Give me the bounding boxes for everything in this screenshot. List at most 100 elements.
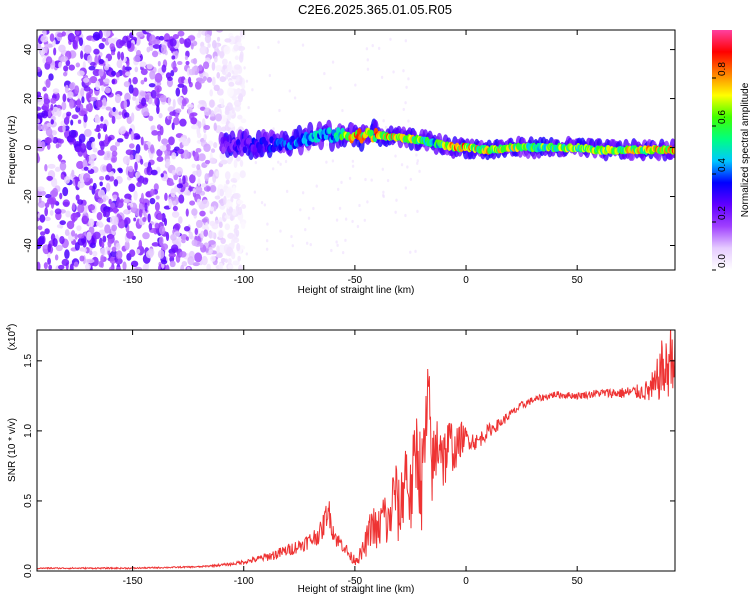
- noise-blob: [199, 106, 206, 111]
- noise-blob: [75, 62, 81, 68]
- noise-blob: [59, 138, 64, 144]
- noise-blob: [165, 264, 170, 270]
- noise-blob: [224, 109, 230, 115]
- noise-blob: [216, 36, 221, 42]
- noise-blob: [351, 219, 354, 224]
- spectrogram-y-tick-label: 0: [23, 144, 34, 150]
- noise-blob: [214, 219, 220, 224]
- noise-blob: [42, 102, 50, 110]
- noise-blob: [44, 202, 50, 208]
- noise-blob: [37, 153, 40, 163]
- noise-blob: [117, 51, 121, 60]
- noise-blob: [341, 108, 344, 113]
- noise-blob: [43, 93, 49, 102]
- noise-blob: [176, 183, 183, 189]
- ridge-core: [271, 145, 276, 153]
- noise-blob: [69, 82, 74, 90]
- noise-blob: [62, 93, 67, 103]
- snr-y-tick-label: 0.0: [23, 564, 34, 578]
- noise-blob: [122, 65, 126, 75]
- noise-blob: [335, 218, 339, 222]
- noise-blob: [377, 46, 381, 50]
- noise-blob: [245, 79, 249, 83]
- noise-blob: [157, 60, 161, 67]
- noise-blob: [189, 174, 196, 184]
- noise-blob: [237, 255, 241, 262]
- noise-blob: [53, 47, 57, 56]
- snr-y-tick-label: 1.5: [23, 353, 34, 367]
- noise-blob: [232, 260, 240, 266]
- ridge-core: [242, 146, 248, 154]
- noise-blob: [220, 257, 226, 263]
- noise-blob: [127, 205, 131, 210]
- noise-blob: [100, 141, 105, 151]
- noise-blob: [100, 254, 104, 264]
- noise-blob: [204, 222, 209, 231]
- noise-blob: [76, 180, 85, 189]
- noise-blob: [47, 163, 56, 169]
- noise-blob: [209, 99, 215, 108]
- noise-blob: [129, 249, 136, 257]
- noise-blob: [130, 130, 135, 141]
- snr-x-tick-label: -150: [123, 576, 143, 587]
- noise-blob: [118, 111, 123, 116]
- noise-blob: [111, 79, 116, 85]
- spectrogram-y-tick-label: 20: [23, 93, 34, 105]
- noise-blob: [105, 182, 111, 192]
- ridge-core: [357, 128, 362, 136]
- noise-blob: [192, 188, 196, 194]
- noise-blob: [115, 39, 124, 49]
- noise-blob: [414, 249, 417, 253]
- noise-blob: [182, 149, 190, 160]
- ridge-core: [369, 129, 374, 137]
- noise-blob: [200, 183, 207, 188]
- noise-blob: [170, 69, 175, 77]
- noise-blob: [118, 168, 123, 174]
- noise-blob: [167, 76, 173, 82]
- noise-blob: [110, 154, 118, 163]
- noise-blob: [49, 209, 54, 216]
- noise-blob: [341, 250, 345, 255]
- colorbar-label: Normalized spectral amplitude: [740, 82, 750, 217]
- noise-blob: [207, 43, 211, 48]
- noise-blob: [107, 37, 115, 44]
- noise-blob: [198, 121, 202, 129]
- noise-blob: [203, 143, 211, 153]
- noise-blob: [76, 70, 85, 77]
- noise-blob: [198, 153, 206, 162]
- noise-blob: [128, 143, 135, 149]
- noise-blob: [143, 77, 148, 82]
- noise-blob: [50, 97, 57, 104]
- noise-blob: [325, 160, 328, 164]
- noise-blob: [175, 87, 181, 97]
- noise-blob: [98, 58, 105, 65]
- noise-blob: [72, 138, 77, 146]
- noise-blob: [154, 72, 163, 83]
- noise-blob: [178, 216, 183, 224]
- noise-blob: [238, 53, 244, 63]
- noise-blob: [167, 106, 175, 113]
- noise-blob: [66, 220, 75, 230]
- snr-y-axis: 0.0 0.5 1.0 1.5: [23, 353, 675, 578]
- noise-blob: [194, 80, 202, 90]
- noise-blob: [233, 88, 242, 95]
- noise-blob: [171, 169, 176, 176]
- noise-blob: [271, 167, 275, 171]
- noise-blob: [147, 213, 151, 223]
- noise-blob: [214, 195, 221, 200]
- noise-blob: [371, 44, 374, 48]
- noise-blob: [150, 169, 158, 176]
- noise-blob: [233, 159, 238, 169]
- noise-blob: [389, 37, 392, 41]
- noise-blob: [110, 250, 118, 258]
- noise-blob: [158, 225, 166, 235]
- noise-blob: [63, 71, 68, 77]
- noise-blob: [177, 30, 185, 37]
- noise-blob: [409, 177, 413, 181]
- noise-blob: [201, 199, 210, 208]
- noise-blob: [140, 68, 148, 76]
- noise-blob: [209, 184, 217, 193]
- noise-blob: [135, 152, 140, 162]
- noise-blob: [91, 256, 99, 267]
